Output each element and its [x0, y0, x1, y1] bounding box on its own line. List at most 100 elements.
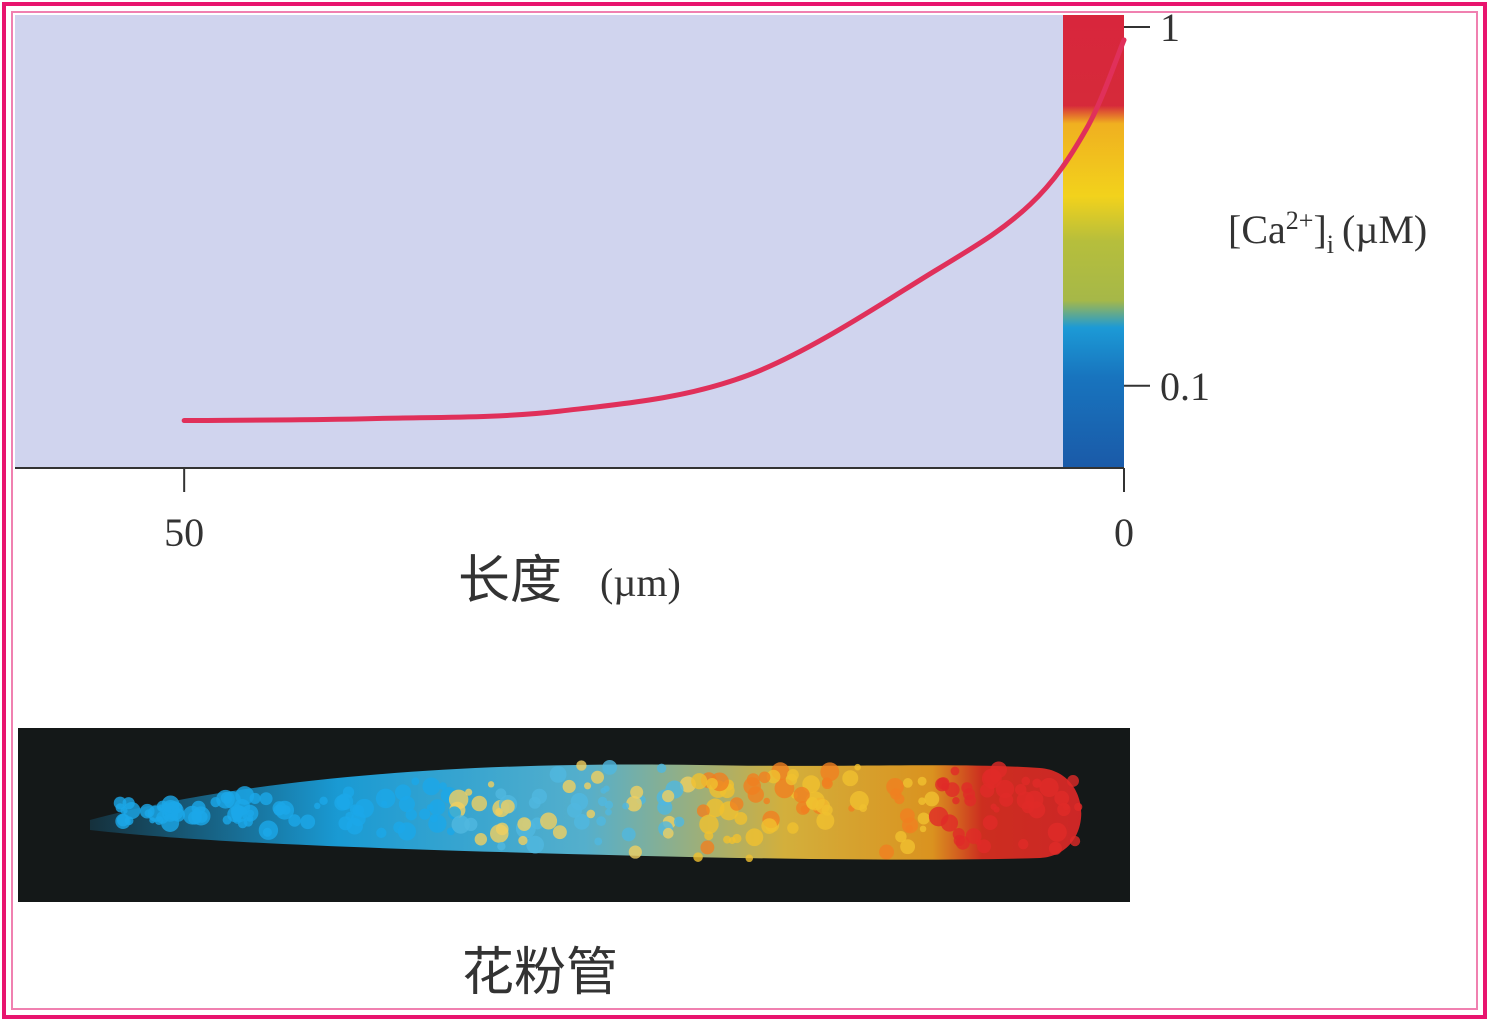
speckle [966, 828, 982, 844]
speckle [475, 833, 487, 845]
speckle [398, 822, 416, 840]
speckle [657, 800, 672, 815]
speckle [961, 782, 972, 793]
speckle [550, 766, 567, 783]
speckle [918, 777, 927, 786]
speckle [346, 818, 363, 835]
speckle [990, 804, 996, 810]
speckle [903, 778, 913, 788]
speckle [260, 792, 273, 805]
speckle [216, 790, 235, 809]
speckle [429, 799, 445, 815]
speckle [231, 806, 248, 823]
y-tick-label: 1 [1160, 5, 1180, 50]
color-bar [1063, 15, 1124, 468]
x-axis-label: 长度 [458, 551, 562, 611]
speckle [941, 814, 958, 831]
speckle [567, 803, 582, 818]
speckle [1021, 777, 1030, 786]
speckle [419, 809, 430, 820]
y-label-part: [Ca [1228, 207, 1286, 252]
speckle [602, 760, 617, 775]
speckle [376, 828, 386, 838]
speckle [1070, 836, 1080, 846]
speckle [886, 778, 904, 796]
speckle [191, 806, 210, 825]
speckle [594, 838, 602, 846]
speckle [622, 827, 636, 841]
speckle [663, 828, 674, 839]
y-label-sup: 2+ [1286, 206, 1314, 235]
speckle [954, 835, 965, 846]
speckle [983, 815, 998, 830]
y-axis-label: [Ca2+]i(µM) [1228, 206, 1427, 259]
speckle [918, 797, 926, 805]
speckle [247, 815, 254, 822]
speckle [518, 836, 527, 845]
speckle [700, 841, 714, 855]
speckle [259, 821, 278, 840]
page: [Ca2+]i(µM) 长度 (µm) 花粉管 10.1500 (() => {… [0, 0, 1489, 1021]
speckle [626, 796, 642, 812]
speckle [822, 778, 833, 789]
speckle [900, 839, 915, 854]
speckle [501, 800, 515, 814]
speckle [699, 815, 718, 834]
figure: [Ca2+]i(µM) 长度 (µm) 花粉管 10.1500 [0, 0, 1489, 1021]
speckle [591, 771, 604, 784]
speckle [918, 812, 930, 824]
speckle [449, 790, 468, 809]
speckle [951, 767, 960, 776]
speckle [657, 764, 666, 773]
speckle [820, 762, 839, 781]
speckle [171, 808, 185, 822]
image-caption: 花粉管 [462, 943, 618, 1003]
speckle [693, 852, 703, 862]
speckle [596, 816, 606, 826]
speckle [439, 782, 447, 790]
speckle [990, 761, 1007, 778]
y-tick-label: 0.1 [1160, 364, 1210, 409]
speckle [497, 842, 505, 850]
speckle [452, 815, 470, 833]
speckle [355, 799, 374, 818]
speckle [300, 814, 315, 829]
speckle [576, 760, 586, 770]
speckle [471, 796, 487, 812]
speckle [1049, 842, 1062, 855]
speckle [941, 783, 949, 791]
speckle [529, 797, 541, 809]
speckle [1074, 803, 1082, 811]
x-tick-label: 0 [1114, 510, 1134, 555]
speckle [691, 773, 707, 789]
speckle [629, 845, 642, 858]
speckle [605, 801, 613, 809]
speckle [587, 810, 596, 819]
speckle [148, 806, 164, 822]
speckle [746, 855, 754, 863]
speckle [1017, 792, 1034, 809]
speckle [314, 803, 320, 809]
speckle [748, 786, 764, 802]
speckle [517, 817, 531, 831]
speckle [376, 789, 396, 809]
speckle [900, 808, 915, 823]
speckle [816, 812, 834, 830]
speckle [732, 834, 741, 843]
speckle [1067, 775, 1079, 787]
speckle [411, 777, 419, 785]
speckle [488, 781, 494, 787]
speckle [496, 823, 509, 836]
speckle [662, 790, 674, 802]
speckle [761, 818, 777, 834]
plot-background [15, 15, 1063, 468]
y-label-sub: i [1327, 230, 1334, 259]
speckle [952, 797, 959, 804]
speckle [288, 814, 300, 826]
speckle [1048, 823, 1067, 842]
speckle [114, 797, 127, 810]
speckle [859, 804, 867, 812]
speckle [759, 771, 771, 783]
speckle [787, 822, 798, 833]
speckle [600, 788, 606, 794]
